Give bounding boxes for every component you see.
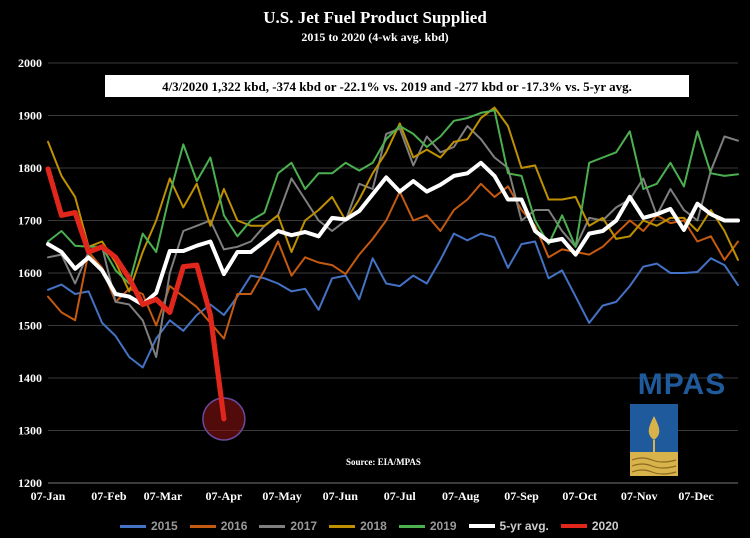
annotation-box: 4/3/2020 1,322 kbd, -374 kbd or -22.1% v…: [104, 74, 690, 98]
legend-swatch: [259, 524, 286, 528]
legend-label: 2017: [290, 519, 318, 533]
y-tick-label: 1600: [18, 266, 42, 280]
legend-swatch: [468, 524, 495, 528]
y-tick-label: 1500: [18, 319, 42, 333]
logo-graphic: [630, 404, 678, 476]
legend-label: 2020: [591, 519, 619, 533]
x-tick-label: 07-Mar: [144, 489, 183, 503]
legend-swatch: [120, 524, 146, 528]
x-tick-label: 07-Feb: [91, 489, 127, 503]
legend-item: 5-yr avg.: [468, 519, 549, 533]
legend-swatch: [560, 524, 587, 528]
y-tick-label: 1700: [18, 214, 42, 228]
x-tick-label: 07-Oct: [562, 489, 597, 503]
legend-swatch: [189, 524, 216, 528]
y-tick-label: 1300: [18, 424, 42, 438]
y-tick-label: 1400: [18, 371, 42, 385]
x-tick-label: 07-Apr: [206, 489, 243, 503]
x-tick-label: 07-Nov: [621, 489, 658, 503]
logo-text: MPAS: [637, 368, 727, 401]
legend-label: 2018: [360, 519, 387, 533]
series-line-2020-top: [45, 166, 227, 422]
legend-item: 2016: [189, 519, 248, 533]
x-tick-label: 07-Jun: [323, 489, 359, 503]
chart-subtitle: 2015 to 2020 (4-wk avg. kbd): [301, 30, 449, 44]
series-line-2015: [47, 232, 739, 369]
y-tick-label: 1900: [18, 109, 42, 123]
legend-item: 2020: [560, 519, 619, 533]
legend: 2015 2016 2017 2018 2019 5-yr avg. 2020: [120, 517, 680, 535]
legend-item: 2019: [398, 519, 457, 533]
x-tick-label: 07-Jan: [31, 489, 66, 503]
legend-label: 5-yr avg.: [499, 519, 549, 533]
legend-label: 2016: [220, 519, 248, 533]
legend-swatch: [329, 524, 356, 528]
x-tick-label: 07-Jul: [384, 489, 417, 503]
y-tick-label: 1800: [18, 161, 42, 175]
y-tick-label: 2000: [18, 56, 42, 70]
series-line-2019: [47, 109, 739, 285]
legend-item: 2018: [329, 519, 387, 533]
chart-title: U.S. Jet Fuel Product Supplied: [263, 8, 487, 27]
legend-item: 2015: [120, 519, 178, 533]
mpas-logo: MPAS: [628, 368, 736, 478]
source-label: Source: EIA/MPAS: [346, 457, 421, 467]
legend-item: 2017: [259, 519, 317, 533]
legend-label: 2019: [429, 519, 457, 533]
series-line-5yravg: [46, 160, 740, 307]
x-tick-label: 07-Aug: [442, 489, 479, 503]
x-tick-label: 07-May: [262, 489, 301, 503]
series-line-2017: [47, 125, 739, 358]
y-tick-label: 1200: [18, 476, 42, 490]
legend-label: 2015: [151, 519, 178, 533]
series-line-2018: [47, 106, 739, 293]
x-tick-label: 07-Sep: [504, 489, 539, 503]
x-tick-label: 07-Dec: [678, 489, 714, 503]
legend-swatch: [398, 524, 425, 528]
